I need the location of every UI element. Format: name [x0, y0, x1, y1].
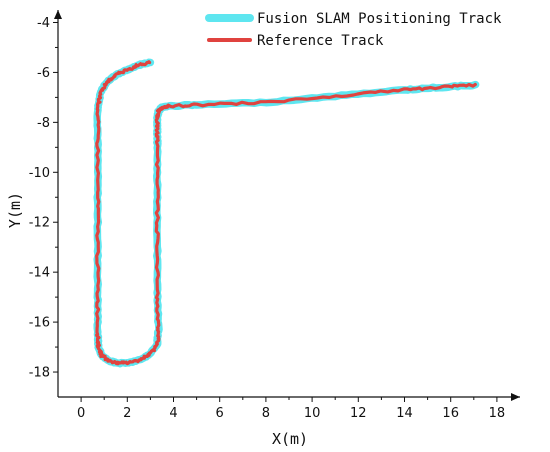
x-tick-label: 8	[262, 406, 270, 421]
x-tick-label: 2	[123, 406, 131, 421]
legend-label-reference: Reference Track	[257, 33, 384, 49]
legend: Fusion SLAM Positioning Track Reference …	[205, 11, 502, 49]
x-tick-label: 0	[77, 406, 85, 421]
legend-label-fusion: Fusion SLAM Positioning Track	[257, 11, 502, 27]
y-axis-title: Y(m)	[6, 192, 24, 228]
y-tick-label: -12	[29, 216, 50, 231]
series-reference-track	[95, 60, 477, 366]
y-tick-label: -10	[29, 166, 50, 181]
y-axis-arrow	[54, 10, 62, 19]
x-tick-label: 14	[396, 406, 413, 421]
y-tick-label: -16	[29, 316, 50, 331]
y-tick-label: -8	[37, 116, 50, 131]
x-tick-label: 12	[350, 406, 367, 421]
plot-area	[93, 58, 480, 368]
y-tick-label: -4	[37, 16, 50, 31]
x-axis-title: X(m)	[272, 430, 308, 448]
y-tick-label: -18	[29, 366, 50, 381]
x-axis-arrow	[511, 393, 520, 401]
x-tick-label: 4	[169, 406, 177, 421]
x-tick-label: 16	[442, 406, 459, 421]
x-tick-label: 10	[304, 406, 321, 421]
x-tick-label: 18	[489, 406, 506, 421]
y-tick-label: -14	[29, 266, 50, 281]
y-tick-label: -6	[37, 66, 50, 81]
x-tick-label: 6	[216, 406, 224, 421]
ticks: 0 2 4 6 8 10 12 14 16 18 -4 -6 -8 -10 -12 -14 -16 -18	[29, 16, 506, 421]
series-fusion-slam-track	[93, 58, 480, 368]
